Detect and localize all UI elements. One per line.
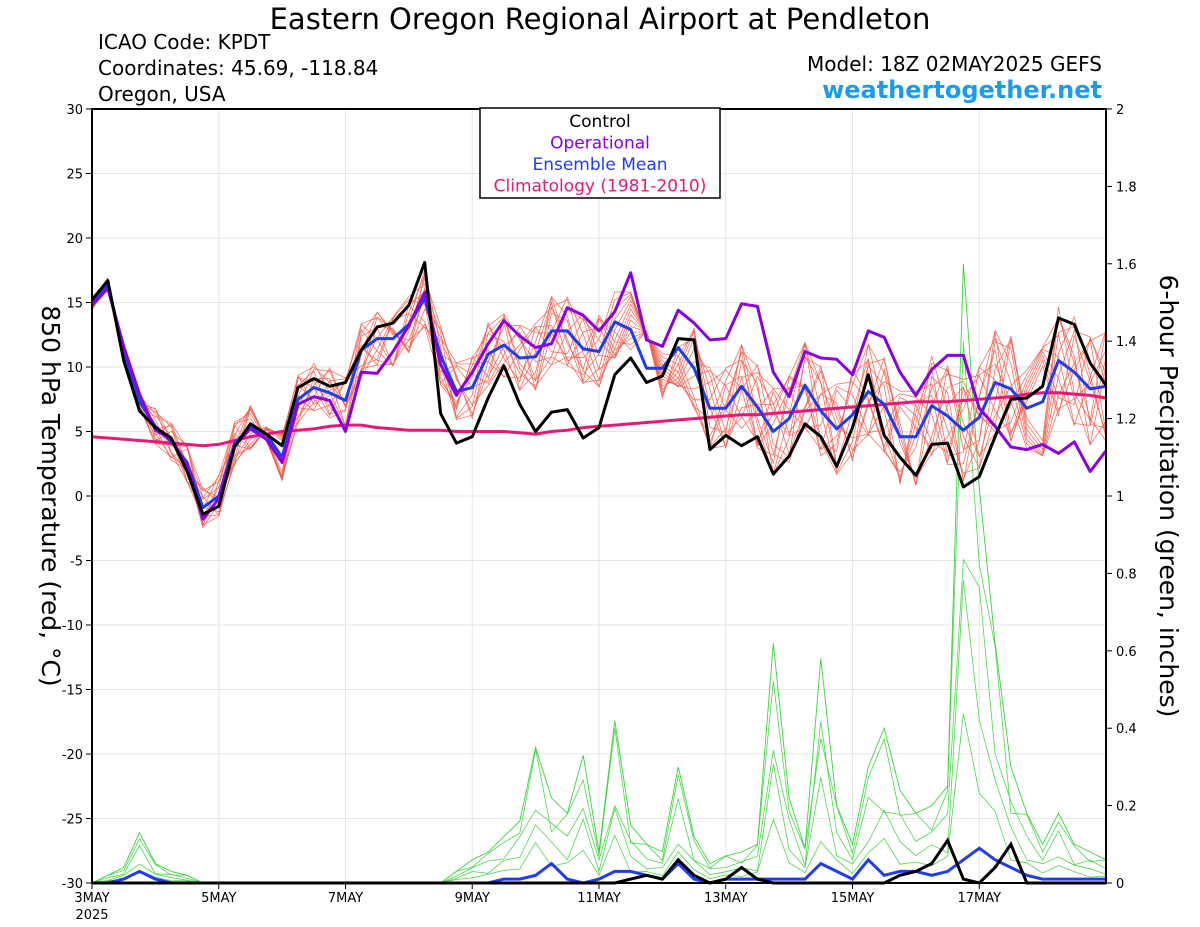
- y-tick-label-left: -25: [62, 813, 83, 828]
- y-tick-label-left: -10: [62, 619, 83, 634]
- region: Oregon, USA: [98, 82, 226, 106]
- series-line-control: [90, 261, 1108, 516]
- legend-item: Climatology (1981-2010): [494, 177, 707, 197]
- legend-item: Ensemble Mean: [532, 155, 667, 175]
- y-tick-label-left: -15: [62, 684, 83, 699]
- y-tick-label-left: -30: [62, 877, 83, 892]
- y-tick-label-left: -20: [62, 748, 83, 763]
- y-tick-label-left: 30: [66, 103, 83, 118]
- y-tick-label-left: 25: [66, 168, 83, 183]
- x-tick-label: 11MAY: [577, 891, 621, 906]
- y-tick-label-right: 0.2: [1116, 800, 1137, 815]
- y-tick-label-right: 1: [1116, 490, 1124, 505]
- y-axis-title-right: 6-hour Precipitation (green, inches): [1154, 275, 1183, 718]
- x-tick-label: 3MAY: [74, 891, 109, 906]
- coordinates: Coordinates: 45.69, -118.84: [98, 56, 379, 80]
- y-tick-label-right: 0: [1116, 877, 1124, 892]
- y-tick-label-right: 1.4: [1116, 335, 1137, 350]
- y-tick-label-right: 1.6: [1116, 258, 1137, 273]
- y-axis-title-left: 850 hPa Temperature (red, °C): [36, 305, 65, 686]
- site-link[interactable]: weathertogether.net: [822, 76, 1102, 104]
- x-tick-label: 5MAY: [201, 891, 236, 906]
- legend-item: Control: [569, 112, 630, 132]
- x-tick-label: 13MAY: [704, 891, 748, 906]
- y-tick-label-left: 10: [66, 361, 83, 376]
- legend-item: Operational: [550, 134, 650, 154]
- axes: 302520151050-5-10-15-20-25-3021.81.61.41…: [62, 103, 1137, 923]
- y-tick-label-left: 0: [75, 490, 83, 505]
- page-title: Eastern Oregon Regional Airport at Pendl…: [269, 2, 931, 36]
- x-tick-sublabel: 2025: [75, 908, 108, 923]
- series-line-operational: [90, 271, 1108, 521]
- y-tick-label-left: 5: [75, 426, 83, 441]
- y-tick-label-left: -5: [70, 555, 83, 570]
- y-tick-label-left: 20: [66, 232, 83, 247]
- model-run: Model: 18Z 02MAY2025 GEFS: [807, 52, 1102, 76]
- x-tick-label: 7MAY: [328, 891, 363, 906]
- x-tick-label: 17MAY: [957, 891, 1001, 906]
- x-tick-label: 15MAY: [831, 891, 875, 906]
- grid-lines: [91, 108, 1106, 884]
- y-tick-label-right: 0.8: [1116, 567, 1137, 582]
- y-tick-label-right: 0.4: [1116, 722, 1137, 737]
- legend-box: [479, 107, 721, 199]
- y-tick-label-right: 1.8: [1116, 180, 1137, 195]
- y-tick-label-left: 15: [66, 297, 83, 312]
- y-tick-label-right: 0.6: [1116, 645, 1137, 660]
- x-tick-label: 9MAY: [455, 891, 490, 906]
- ensemble-member-line: [91, 273, 1107, 500]
- y-tick-label-right: 1.2: [1116, 413, 1137, 428]
- y-tick-label-right: 2: [1116, 103, 1124, 118]
- icao-code: ICAO Code: KPDT: [98, 30, 271, 54]
